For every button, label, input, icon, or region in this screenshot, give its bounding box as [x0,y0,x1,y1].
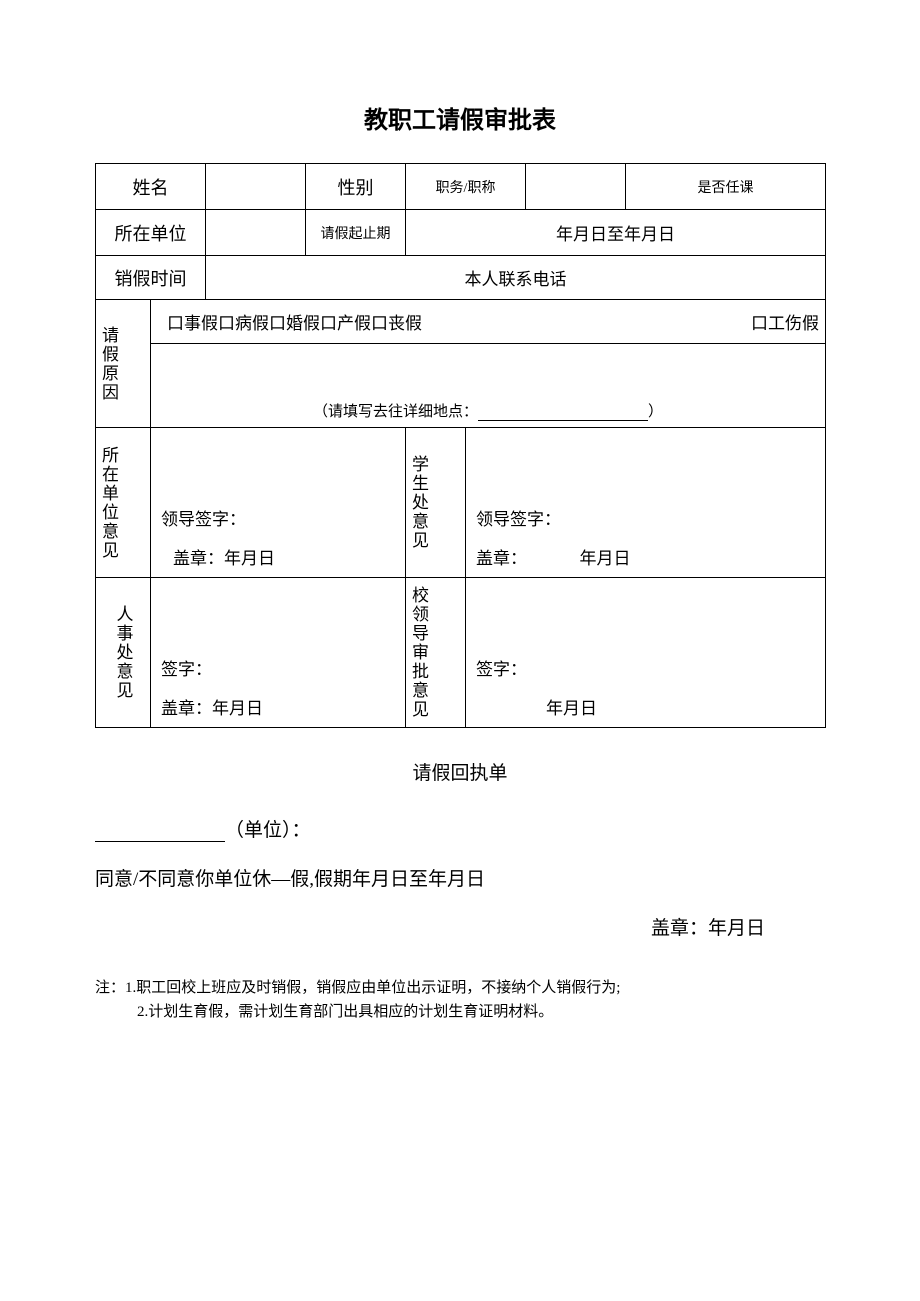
gender-label: 性别 [306,164,406,210]
name-value[interactable] [206,164,306,210]
opinion2-label: 学生处意见 [406,447,431,558]
leave-form-table: 姓名 性别 职务/职称 是否任课 所在单位 请假起止期 年月日至年月日 销假时间… [95,163,826,728]
page-title: 教职工请假审批表 [95,100,825,135]
name-label: 姓名 [96,164,206,210]
reason-label: 请假原因 [96,318,121,410]
period-value[interactable]: 年月日至年月日 [406,210,826,256]
period-label: 请假起止期 [306,210,406,256]
receipt-decision-line: 同意/不同意你单位休—假,假期年月日至年月日 [95,864,825,891]
receipt-unit-line: （单位）： [95,815,825,842]
phone-label: 本人联系电话 [206,256,826,300]
unit-value[interactable] [206,210,306,256]
teaching-label: 是否任课 [626,164,826,210]
opinion2-area[interactable]: 领导签字： 盖章： 年月日 [466,428,826,578]
position-label: 职务/职称 [406,164,526,210]
opinion1-area[interactable]: 领导签字： 盖章：年月日 [151,428,406,578]
reason-detail[interactable]: （请填写去往详细地点：） [151,344,826,428]
opinion4-area[interactable]: 签字： 年月日 [466,578,826,728]
receipt-stamp: 盖章：年月日 [95,913,825,940]
opinion3-area[interactable]: 签字： 盖章：年月日 [151,578,406,728]
opinion1-label: 所在单位意见 [96,438,121,568]
position-value[interactable] [526,164,626,210]
opinion3-label: 人事处意见 [111,597,136,708]
reason-checkboxes[interactable]: 口事假口病假口婚假口产假口丧假 口工伤假 [151,300,826,344]
opinion4-label: 校领导审批意见 [406,578,431,727]
receipt-title: 请假回执单 [95,758,825,785]
cancel-label: 销假时间 [96,256,206,300]
notes-section: 注：1.职工回校上班应及时销假，销假应由单位出示证明，不接纳个人销假行为; 2.… [95,976,825,1024]
unit-label: 所在单位 [96,210,206,256]
